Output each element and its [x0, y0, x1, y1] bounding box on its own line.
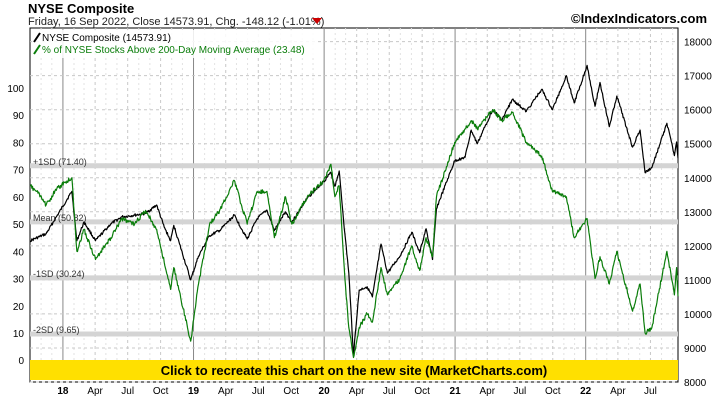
legend-swatch-pct	[33, 44, 41, 55]
legend-box	[32, 30, 318, 58]
right-tick-label: 12000	[684, 242, 712, 253]
left-tick-label: 30	[13, 275, 25, 286]
brand-label: ©IndexIndicators.com	[571, 11, 707, 26]
x-tick-label: Jul	[644, 386, 657, 397]
x-tick-label: Oct	[545, 386, 561, 397]
chart-subtitle: Friday, 16 Sep 2022, Close 14573.91, Chg…	[28, 16, 324, 28]
series-line-pct	[29, 109, 679, 359]
x-tick-label: 22	[580, 386, 592, 397]
banner-text[interactable]: Click to recreate this chart on the new …	[161, 363, 548, 378]
sd-band-label: -1SD (30.24)	[33, 269, 85, 279]
right-tick-label: 15000	[684, 140, 712, 151]
right-tick-label: 18000	[684, 38, 712, 49]
sd-band-label: -2SD (9.65)	[33, 325, 80, 335]
grid	[30, 28, 678, 383]
left-tick-label: 10	[13, 329, 25, 340]
right-tick-label: 16000	[684, 106, 712, 117]
right-tick-label: 17000	[684, 72, 712, 83]
right-tick-label: 8000	[684, 378, 707, 389]
x-axis: 18 Apr Jul Oct 19 Apr Jul Oct 20 Apr Jul Oct 21 Apr Ju…	[57, 386, 656, 397]
x-tick-label: Jul	[513, 386, 526, 397]
left-tick-label: 60	[13, 193, 25, 204]
x-tick-label: Apr	[610, 386, 626, 397]
left-tick-label: 50	[13, 220, 25, 231]
legend-item-pct: % of NYSE Stocks Above 200-Day Moving Av…	[42, 45, 305, 56]
recreate-chart-link[interactable]: Click to recreate this chart on the new …	[30, 360, 678, 380]
legend: NYSE Composite (14573.91) % of NYSE Stoc…	[32, 30, 318, 58]
series-line-index	[29, 64, 679, 356]
x-tick-label: Jul	[252, 386, 265, 397]
right-tick-label: 13000	[684, 208, 712, 219]
left-tick-label: 20	[13, 302, 25, 313]
x-tick-label: Jul	[121, 386, 134, 397]
right-tick-label: 11000	[684, 276, 712, 287]
x-tick-label: Apr	[480, 386, 496, 397]
left-tick-label: 40	[13, 247, 25, 258]
left-tick-label: 0	[18, 356, 24, 367]
x-tick-label: Oct	[414, 386, 430, 397]
x-tick-label: 19	[188, 386, 200, 397]
legend-swatch-index	[33, 32, 41, 43]
series-layer	[29, 64, 679, 359]
sd-bands: +1SD (71.40) Mean (50.82) -1SD (30.24) -2SD…	[30, 157, 678, 337]
sd-band-label: +1SD (71.40)	[33, 157, 87, 167]
sd-band-label: Mean (50.82)	[33, 213, 87, 223]
right-tick-label: 14000	[684, 174, 712, 185]
down-arrow-icon	[312, 18, 322, 24]
banner-bg[interactable]	[30, 360, 678, 380]
right-tick-label: 10000	[684, 310, 712, 321]
x-tick-label: Apr	[87, 386, 103, 397]
x-tick-label: Jul	[383, 386, 396, 397]
x-tick-label: Oct	[283, 386, 299, 397]
x-tick-label: 18	[57, 386, 69, 397]
x-tick-label: Apr	[349, 386, 365, 397]
chart-title: NYSE Composite	[28, 1, 134, 16]
right-axis: 8000 9000 10000 11000 12000 13000 14000 15000 16…	[684, 38, 712, 389]
left-axis: 0 10 20 30 40 50 60 70 80 90 100	[7, 84, 24, 367]
left-tick-label: 100	[7, 84, 24, 95]
left-tick-label: 90	[13, 111, 25, 122]
left-tick-label: 70	[13, 166, 25, 177]
x-tick-label: Oct	[153, 386, 169, 397]
left-tick-label: 80	[13, 138, 25, 149]
x-tick-label: 20	[319, 386, 331, 397]
right-tick-label: 9000	[684, 344, 707, 355]
x-tick-label: 21	[450, 386, 462, 397]
legend-item-index: NYSE Composite (14573.91)	[42, 33, 171, 44]
x-tick-label: Apr	[218, 386, 234, 397]
